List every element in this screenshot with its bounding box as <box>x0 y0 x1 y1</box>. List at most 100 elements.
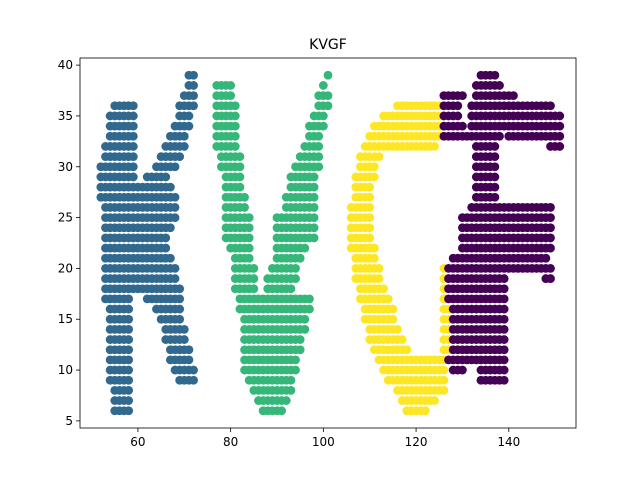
data-point <box>124 355 134 365</box>
data-point <box>490 152 500 162</box>
data-point <box>184 345 194 355</box>
data-point <box>128 162 138 172</box>
data-point <box>295 345 305 355</box>
data-point <box>170 213 180 222</box>
data-point <box>170 203 180 212</box>
data-point <box>318 121 328 131</box>
data-point <box>235 172 245 182</box>
data-point <box>555 121 565 131</box>
data-point <box>230 101 240 111</box>
data-point <box>189 375 198 385</box>
data-point <box>124 325 134 334</box>
points-layer <box>96 70 565 416</box>
data-point <box>383 294 393 304</box>
data-point <box>314 142 324 151</box>
data-point <box>244 223 254 233</box>
data-point <box>309 192 319 202</box>
data-point <box>453 111 463 121</box>
data-point <box>309 182 319 192</box>
data-point <box>124 345 134 355</box>
data-point <box>309 203 319 212</box>
data-point <box>546 101 555 111</box>
data-point <box>244 253 254 263</box>
data-point <box>369 162 379 172</box>
series-v <box>212 70 333 416</box>
data-point <box>490 192 500 202</box>
data-point <box>309 223 319 233</box>
data-point <box>393 325 402 334</box>
data-point <box>124 385 134 395</box>
data-point <box>439 365 449 375</box>
data-point <box>291 264 300 273</box>
data-point <box>165 253 175 263</box>
data-point <box>189 81 198 90</box>
data-point <box>495 81 504 90</box>
data-point <box>286 385 296 395</box>
data-point <box>175 152 185 162</box>
data-point <box>495 131 504 141</box>
data-point <box>124 314 134 324</box>
data-point <box>555 131 565 141</box>
data-point <box>430 396 440 405</box>
data-point <box>458 365 467 375</box>
data-point <box>490 142 500 151</box>
data-point <box>300 325 310 334</box>
data-point <box>128 111 138 121</box>
data-point <box>165 182 175 192</box>
series-g <box>346 101 453 416</box>
data-point <box>179 325 189 334</box>
data-point <box>124 294 134 304</box>
data-point <box>439 375 449 385</box>
data-point <box>249 264 259 273</box>
data-point <box>128 101 138 111</box>
data-point <box>499 335 509 344</box>
x-tick-label: 80 <box>223 435 238 449</box>
data-point <box>128 142 138 151</box>
data-point <box>499 345 509 355</box>
data-point <box>189 365 198 375</box>
data-point <box>490 162 500 172</box>
data-point <box>165 223 175 233</box>
data-point <box>314 152 324 162</box>
data-point <box>240 192 249 202</box>
data-point <box>402 345 412 355</box>
x-tick-label: 60 <box>130 435 145 449</box>
data-point <box>128 152 138 162</box>
data-point <box>309 172 319 182</box>
data-point <box>175 314 185 324</box>
data-point <box>499 294 509 304</box>
data-point <box>184 111 194 121</box>
data-point <box>128 131 138 141</box>
data-point <box>161 233 171 243</box>
data-point <box>323 91 333 101</box>
data-point <box>286 284 296 294</box>
data-point <box>365 233 375 243</box>
data-point <box>161 172 171 182</box>
data-point <box>170 274 180 283</box>
data-point <box>124 406 134 416</box>
data-point <box>161 243 171 253</box>
data-point <box>499 284 509 294</box>
data-point <box>249 274 259 283</box>
data-point <box>509 91 518 101</box>
data-point <box>314 131 324 141</box>
data-point <box>175 284 185 294</box>
data-point <box>286 375 296 385</box>
data-point <box>291 274 300 283</box>
data-point <box>244 243 254 253</box>
data-point <box>124 365 134 375</box>
data-point <box>546 243 555 253</box>
data-point <box>365 223 375 233</box>
data-point <box>175 294 185 304</box>
data-point <box>189 91 198 101</box>
data-point <box>374 264 384 273</box>
data-point <box>546 264 555 273</box>
data-point <box>189 101 198 111</box>
x-tick-label: 120 <box>405 435 428 449</box>
data-point <box>365 213 375 222</box>
y-tick-label: 40 <box>58 58 73 72</box>
data-point <box>458 121 467 131</box>
data-point <box>295 253 305 263</box>
y-tick-label: 15 <box>58 312 73 326</box>
